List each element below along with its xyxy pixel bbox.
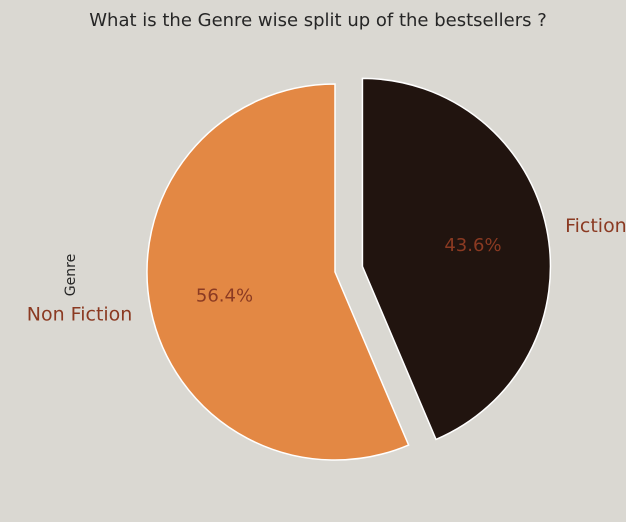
slice-label-non-fiction: Non Fiction (27, 303, 133, 325)
pie-slice-non-fiction (146, 83, 410, 461)
pie-slices (146, 77, 552, 461)
slice-percent-non-fiction: 56.4% (196, 286, 253, 307)
chart-title: What is the Genre wise split up of the b… (89, 10, 547, 31)
slice-percent-fiction: 43.6% (444, 235, 501, 256)
pie-slice-fiction (361, 77, 552, 441)
slice-label-fiction: Fiction (565, 215, 626, 237)
y-axis-label: Genre (63, 254, 79, 296)
pie-labels: Fiction 43.6% Non Fiction 56.4% (27, 215, 626, 325)
